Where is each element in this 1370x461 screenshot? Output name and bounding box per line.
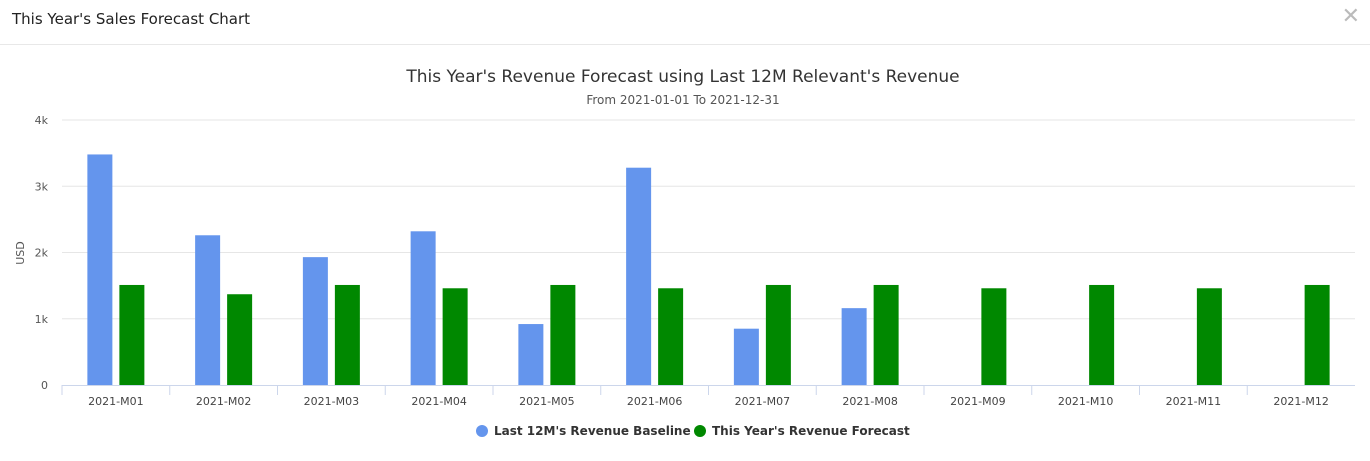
- dialog-title: This Year's Sales Forecast Chart: [12, 10, 251, 28]
- bar-forecast[interactable]: [227, 294, 253, 385]
- y-tick-label: 0: [41, 379, 48, 392]
- chart-subtitle: From 2021-01-01 To 2021-12-31: [586, 93, 779, 107]
- close-icon[interactable]: ✕: [1341, 4, 1360, 29]
- x-tick-label: 2021-M01: [88, 395, 143, 408]
- x-tick-label: 2021-M09: [950, 395, 1005, 408]
- y-tick-label: 2k: [35, 247, 49, 260]
- legend-label: This Year's Revenue Forecast: [712, 424, 910, 438]
- bar-forecast[interactable]: [119, 284, 145, 385]
- bar-baseline[interactable]: [733, 328, 759, 385]
- bar-forecast[interactable]: [442, 288, 468, 385]
- x-tick-label: 2021-M06: [627, 395, 682, 408]
- dialog-header: This Year's Sales Forecast Chart ✕: [0, 0, 1370, 45]
- revenue-forecast-chart: This Year's Revenue Forecast using Last …: [14, 67, 1355, 438]
- bar-forecast[interactable]: [1196, 288, 1222, 385]
- legend-label: Last 12M's Revenue Baseline: [494, 424, 691, 438]
- legend-marker: [694, 425, 706, 437]
- bar-forecast[interactable]: [1089, 284, 1115, 385]
- bar-baseline[interactable]: [87, 154, 113, 385]
- bar-forecast[interactable]: [658, 288, 684, 385]
- bar-forecast[interactable]: [334, 284, 360, 385]
- bar-forecast[interactable]: [981, 288, 1007, 385]
- bar-baseline[interactable]: [841, 308, 867, 385]
- x-tick-label: 2021-M12: [1273, 395, 1328, 408]
- y-tick-label: 4k: [35, 114, 49, 127]
- bar-forecast[interactable]: [550, 284, 576, 385]
- x-tick-label: 2021-M04: [411, 395, 466, 408]
- bar-baseline[interactable]: [195, 235, 221, 385]
- x-tick-label: 2021-M05: [519, 395, 574, 408]
- x-tick-label: 2021-M10: [1058, 395, 1113, 408]
- x-tick-label: 2021-M07: [735, 395, 790, 408]
- y-axis-label: USD: [14, 241, 27, 265]
- bar-baseline[interactable]: [410, 231, 436, 385]
- x-tick-label: 2021-M08: [842, 395, 897, 408]
- x-tick-label: 2021-M02: [196, 395, 251, 408]
- chart-title: This Year's Revenue Forecast using Last …: [405, 67, 959, 87]
- bar-baseline[interactable]: [626, 167, 652, 385]
- x-tick-label: 2021-M11: [1166, 395, 1221, 408]
- y-tick-label: 1k: [35, 313, 49, 326]
- legend-item[interactable]: Last 12M's Revenue Baseline: [476, 424, 691, 438]
- bar-baseline[interactable]: [302, 257, 328, 385]
- bar-forecast[interactable]: [1304, 284, 1330, 385]
- y-tick-label: 3k: [35, 180, 49, 193]
- legend-item[interactable]: This Year's Revenue Forecast: [694, 424, 910, 438]
- x-tick-label: 2021-M03: [304, 395, 359, 408]
- bar-forecast[interactable]: [873, 284, 899, 385]
- bar-baseline[interactable]: [518, 324, 544, 385]
- bar-forecast[interactable]: [765, 284, 791, 385]
- legend-marker: [476, 425, 488, 437]
